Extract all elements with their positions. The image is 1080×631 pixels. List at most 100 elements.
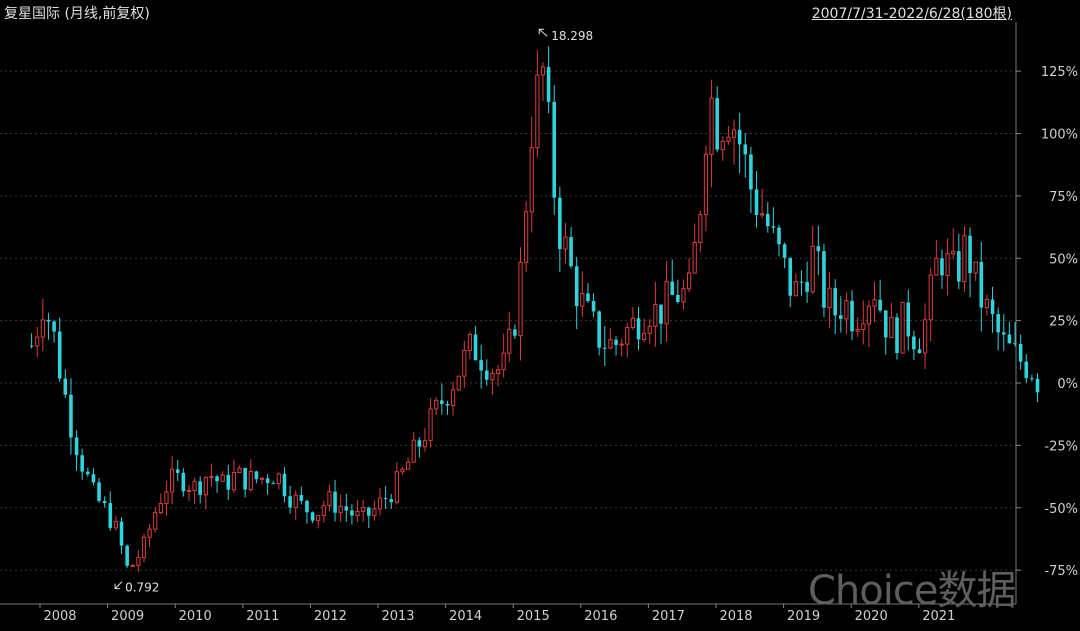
x-tick-label: 2021: [922, 609, 955, 624]
candle-body: [906, 302, 911, 337]
y-tick-label: 50%: [1049, 252, 1078, 267]
candle-body: [872, 299, 877, 307]
candle-body: [923, 319, 928, 354]
candle-body: [1030, 378, 1034, 380]
candle-body: [63, 378, 68, 395]
candle-body: [754, 189, 759, 215]
candle-body: [659, 304, 663, 324]
candle-body: [591, 300, 596, 312]
candle-body: [686, 272, 692, 290]
date-range-link[interactable]: 2007/7/31-2022/6/28(180根): [811, 6, 1012, 22]
candle-body: [350, 510, 354, 516]
candle-body: [726, 136, 731, 142]
candle-body: [973, 261, 978, 274]
candle-body: [878, 299, 882, 311]
candle-body: [271, 483, 276, 485]
candle-body: [80, 455, 84, 472]
candle-body: [215, 476, 219, 482]
candle-body: [181, 472, 186, 492]
candle-body: [119, 521, 124, 546]
candle-body: [209, 475, 214, 479]
candle-body: [788, 257, 793, 296]
y-tick-label: -50%: [1044, 502, 1078, 517]
candle-body: [984, 299, 990, 308]
candle-body: [1007, 334, 1012, 344]
candle-body: [574, 266, 579, 307]
min-label: 0.792: [125, 581, 159, 595]
candle-body: [1035, 378, 1040, 393]
candle-body: [692, 242, 697, 274]
candle-body: [507, 328, 512, 354]
candle-body: [237, 467, 242, 473]
y-tick-label: 100%: [1041, 128, 1078, 143]
candle-body: [957, 251, 961, 282]
candle-body: [108, 503, 113, 528]
candle-body: [265, 478, 270, 484]
candle-body: [69, 394, 73, 438]
candle-body: [771, 226, 776, 228]
candle-body: [602, 347, 607, 349]
y-tick-label: -25%: [1044, 439, 1078, 454]
candle-body: [827, 287, 832, 309]
candle-body: [276, 473, 281, 485]
candle-body: [793, 281, 798, 297]
candle-body: [619, 343, 624, 346]
candle-body: [456, 375, 461, 391]
candle-body: [558, 197, 562, 250]
chart-title: 复星国际 (月线,前复权): [4, 6, 150, 22]
candle-body: [35, 336, 40, 347]
x-axis-ticks: 2008 2009 2010 2011 2012 2013 2014 2015 2016 2017…: [39, 604, 955, 624]
candle-body: [777, 227, 781, 245]
candle-body: [608, 339, 613, 349]
candle-body: [226, 474, 231, 490]
candle-body: [540, 66, 546, 76]
y-axis-ticks: -75% -50% -25% 0% 25% 50% 75% 100% 125%: [1016, 65, 1078, 579]
x-tick-label: 2012: [314, 609, 347, 624]
x-tick-label: 2020: [855, 609, 888, 624]
candle-body: [731, 129, 737, 138]
candle-body: [979, 261, 984, 308]
candle-body: [990, 299, 995, 315]
min-arrow: [114, 581, 123, 589]
candle-body: [102, 500, 107, 504]
candle-body: [467, 333, 473, 351]
candle-body: [940, 258, 944, 276]
x-tick-label: 2009: [111, 609, 144, 624]
candle-body: [417, 440, 422, 447]
candle-body: [816, 246, 821, 252]
candle-body: [889, 316, 894, 338]
candle-body: [546, 66, 551, 102]
candle-body: [945, 253, 950, 276]
candle-body: [434, 399, 439, 410]
candle-body: [91, 474, 96, 483]
y-tick-label: 25%: [1049, 315, 1078, 330]
x-tick-label: 2016: [584, 609, 617, 624]
y-tick-label: 125%: [1041, 65, 1078, 80]
candle-body: [220, 474, 225, 482]
max-arrowhead: [538, 28, 545, 35]
candle-body: [743, 144, 748, 155]
candle-body: [327, 491, 332, 507]
candle-body: [338, 505, 343, 514]
candle-body: [243, 468, 247, 490]
candle-body: [822, 251, 826, 308]
annotations: 18.298 0.792: [114, 28, 593, 595]
candle-body: [630, 317, 635, 329]
x-tick-label: 2010: [179, 609, 212, 624]
candle-body: [113, 521, 119, 529]
candle-body: [810, 245, 815, 293]
candle-body: [625, 327, 630, 345]
candle-body: [518, 261, 523, 337]
candle-body: [535, 74, 540, 149]
candle-body: [86, 471, 90, 475]
candle-body: [321, 505, 326, 517]
candle-body: [29, 345, 34, 347]
candle-body: [799, 281, 804, 283]
x-tick-label: 2008: [43, 609, 76, 624]
candle-body: [580, 292, 585, 307]
candle-body: [169, 468, 175, 493]
candle-body: [833, 288, 837, 316]
candle-body: [597, 311, 601, 348]
candle-body: [839, 315, 843, 319]
candle-body: [186, 489, 192, 492]
